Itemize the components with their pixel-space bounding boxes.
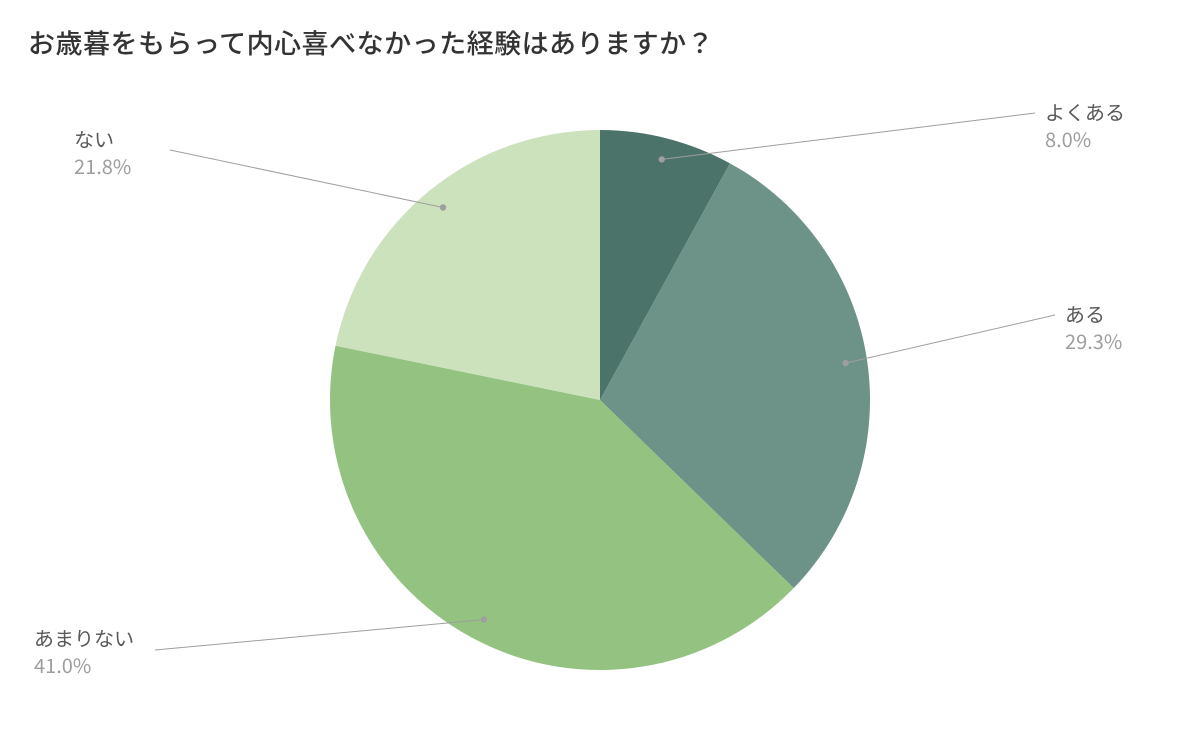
leader-line <box>155 620 484 650</box>
slice-label-pct: 21.8% <box>74 152 131 179</box>
slice-label-name: ない <box>74 125 131 152</box>
slice-label: よくある8.0% <box>1045 98 1125 152</box>
slice-label-name: ある <box>1065 300 1122 327</box>
slice-label: ある29.3% <box>1065 300 1122 354</box>
pie-slices <box>330 130 870 670</box>
slice-label-pct: 29.3% <box>1065 327 1122 354</box>
pie-chart-svg <box>0 0 1200 742</box>
slice-label-name: あまりない <box>34 624 134 651</box>
chart-container: お歳暮をもらって内心喜べなかった経験はありますか？ よくある8.0%ある29.3… <box>0 0 1200 742</box>
leader-line <box>662 113 1035 159</box>
slice-label: あまりない41.0% <box>34 624 134 678</box>
slice-label-pct: 41.0% <box>34 651 134 678</box>
slice-label-pct: 8.0% <box>1045 125 1125 152</box>
leader-line <box>846 315 1055 363</box>
leader-line <box>170 150 443 208</box>
slice-label-name: よくある <box>1045 98 1125 125</box>
slice-label: ない21.8% <box>74 125 131 179</box>
